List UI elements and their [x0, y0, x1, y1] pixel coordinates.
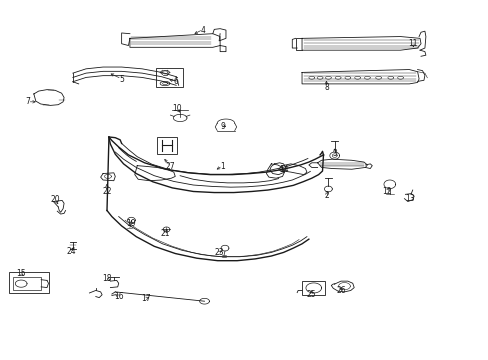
Text: 6: 6: [173, 77, 178, 86]
Text: 24: 24: [66, 247, 76, 256]
Text: 18: 18: [102, 274, 112, 283]
Text: 22: 22: [102, 187, 112, 196]
Text: 3: 3: [331, 149, 336, 158]
Bar: [13, 277, 41, 291]
Text: 19: 19: [126, 219, 136, 228]
Text: 5: 5: [119, 75, 124, 84]
Bar: [157, 137, 177, 154]
Text: 20: 20: [50, 195, 60, 204]
Text: 21: 21: [161, 229, 170, 238]
Bar: [302, 281, 325, 295]
Text: 27: 27: [165, 162, 175, 171]
Bar: [156, 68, 182, 87]
Text: 2: 2: [324, 190, 328, 199]
Text: 16: 16: [114, 292, 123, 301]
Text: 25: 25: [306, 289, 316, 298]
Text: 7: 7: [25, 97, 30, 106]
Text: 14: 14: [279, 166, 289, 175]
Text: 1: 1: [220, 162, 224, 171]
Text: 17: 17: [141, 294, 150, 303]
Text: 8: 8: [324, 83, 328, 92]
Text: 23: 23: [214, 248, 224, 257]
Text: 11: 11: [407, 39, 417, 48]
Text: 10: 10: [172, 104, 182, 113]
Text: 15: 15: [16, 269, 26, 278]
Text: 4: 4: [200, 26, 205, 35]
Text: 26: 26: [336, 286, 345, 295]
Text: 9: 9: [220, 122, 224, 131]
Bar: [9, 272, 49, 293]
Text: 13: 13: [405, 194, 414, 203]
Text: 12: 12: [381, 187, 391, 196]
